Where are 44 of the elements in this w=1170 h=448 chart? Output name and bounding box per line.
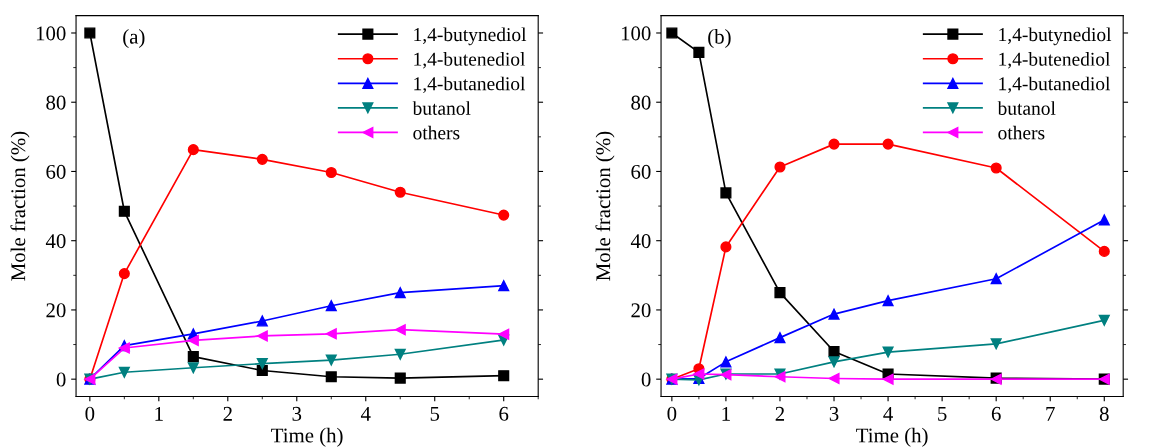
x-tick-label: 5: [430, 407, 440, 421]
x-tick-label: 0: [667, 406, 677, 421]
y-axis-title: Mole fraction (%): [595, 131, 615, 281]
legend-label: 1,4-butenediol: [414, 52, 526, 69]
y-tick-label: 80: [46, 95, 66, 110]
x-tick-label: 6: [499, 406, 509, 421]
x-tick-label: 4: [883, 406, 893, 421]
x-tick-label: 3: [292, 406, 302, 421]
x-tick-label: 1: [722, 406, 730, 421]
legend-label: 1,4-butanediol: [414, 76, 526, 94]
y-tick-label: 0: [56, 372, 66, 387]
legend-label: butanol: [412, 101, 471, 115]
x-tick-label: 5: [938, 407, 947, 421]
x-tick-label: 3: [829, 406, 839, 421]
y-tick-label: 40: [630, 234, 651, 249]
x-tick-label: 2: [775, 406, 785, 421]
y-tick-label: 40: [45, 234, 66, 249]
annotation: (a): [123, 29, 145, 48]
y-tick-label: 100: [36, 26, 66, 41]
y-tick-label: 80: [631, 95, 651, 110]
y-tick-label: 60: [631, 164, 651, 179]
legend-label: 1,4-butynediol: [999, 27, 1112, 46]
legend-label: others: [998, 125, 1045, 140]
x-tick-label: 8: [1099, 406, 1109, 421]
x-tick-label: 0: [85, 406, 95, 421]
x-tick-label: 4: [360, 406, 371, 421]
y-tick-label: 60: [46, 164, 66, 179]
x-axis-title: Time (h): [856, 427, 928, 447]
y-tick-label: 20: [631, 303, 651, 318]
legend-label: 1,4-butenediol: [999, 52, 1111, 69]
y-tick-label: 20: [46, 303, 66, 318]
legend-label: others: [413, 125, 460, 140]
annotation: (b): [708, 29, 731, 48]
legend-label: 1,4-butynediol: [414, 27, 527, 46]
x-tick-label: 2: [223, 406, 232, 421]
x-tick-label: 7: [1046, 407, 1055, 421]
x-tick-label: 1: [155, 406, 163, 421]
x-axis-title: Time (h): [271, 427, 343, 447]
legend-label: 1,4-butanediol: [999, 76, 1111, 94]
legend-label: butanol: [997, 101, 1056, 115]
y-tick-label: 0: [641, 372, 651, 387]
y-axis-title: Mole fraction (%): [10, 131, 30, 281]
y-tick-label: 100: [621, 26, 651, 41]
x-tick-label: 6: [991, 406, 1001, 421]
